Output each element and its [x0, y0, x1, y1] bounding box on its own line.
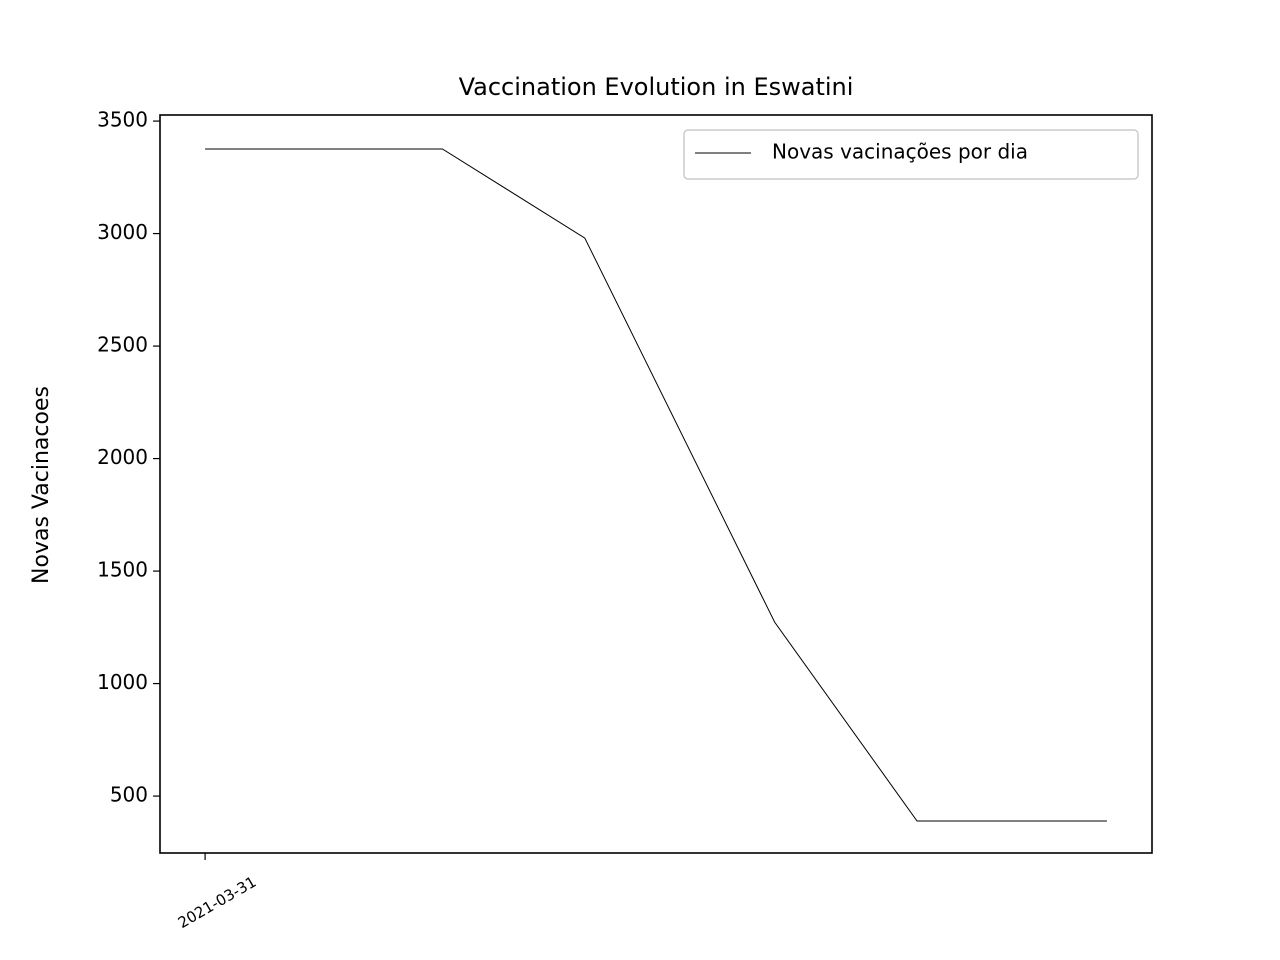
y-axis-label: Novas Vacinacoes — [29, 386, 54, 584]
legend-label: Novas vacinações por dia — [772, 140, 1028, 164]
legend-box — [683, 129, 1139, 180]
plot-frame — [159, 114, 1153, 854]
line — [205, 148, 1107, 822]
x-tick-label: 2021-03-31 — [175, 873, 260, 932]
y-tick-label: 2500 — [97, 333, 148, 357]
y-tick-label: 1000 — [97, 670, 148, 694]
chart-title: Vaccination Evolution in Eswatini — [459, 73, 854, 101]
y-tick-label: 3000 — [97, 220, 148, 244]
y-tick-label: 500 — [110, 783, 148, 807]
y-tick-label: 2000 — [97, 445, 148, 469]
y-tick-label: 1500 — [97, 558, 148, 582]
y-tick-label: 3500 — [97, 108, 148, 132]
